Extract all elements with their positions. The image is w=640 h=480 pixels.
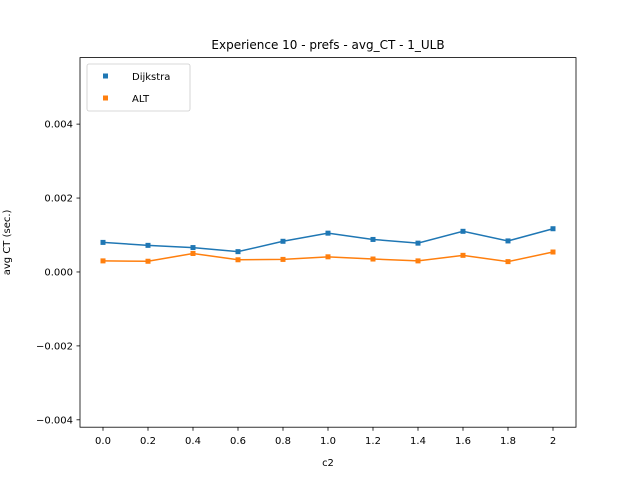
legend-label: ALT <box>132 94 150 105</box>
data-point <box>415 240 421 246</box>
data-point <box>505 259 511 265</box>
legend-marker <box>103 95 108 101</box>
data-point <box>460 228 466 234</box>
data-point <box>235 249 241 255</box>
data-point <box>505 238 511 244</box>
x-tick-label: 0.2 <box>140 436 156 447</box>
x-tick-label: 1.2 <box>365 436 381 447</box>
plot-area <box>100 226 556 265</box>
y-axis: −0.004 −0.002 0.000 0.002 0.004 <box>36 120 80 426</box>
data-point <box>370 236 376 242</box>
x-tick-label: 1.4 <box>410 436 426 447</box>
x-tick-label: 2 <box>550 436 556 447</box>
x-tick-label: 0.4 <box>185 436 201 447</box>
data-point <box>280 256 286 262</box>
data-point <box>415 258 421 264</box>
data-point <box>460 252 466 258</box>
x-axis: 0.0 0.2 0.4 0.6 0.8 1.0 1.2 1.4 1.6 1.8 2 <box>95 427 556 447</box>
x-tick-label: 1.6 <box>455 436 471 447</box>
x-tick-label: 0.6 <box>230 436 246 447</box>
series-dijkstra <box>100 226 556 255</box>
data-point <box>145 258 151 264</box>
y-tick-label: 0.004 <box>44 120 73 131</box>
x-tick-label: 1.0 <box>320 436 336 447</box>
chart-title: Experience 10 - prefs - avg_CT - 1_ULB <box>211 38 444 52</box>
data-point <box>100 258 106 264</box>
data-point <box>280 238 286 244</box>
data-point <box>550 226 556 232</box>
legend: Dijkstra ALT <box>86 63 191 112</box>
x-axis-title: c2 <box>322 458 334 469</box>
legend-box <box>86 63 191 112</box>
data-point <box>145 242 151 248</box>
data-point <box>190 250 196 256</box>
y-tick-label: −0.002 <box>36 341 73 352</box>
x-tick-label: 1.8 <box>500 436 516 447</box>
data-point <box>550 249 556 255</box>
data-point <box>370 256 376 262</box>
legend-label: Dijkstra <box>132 72 170 83</box>
x-tick-label: 0.0 <box>95 436 111 447</box>
y-tick-label: 0.002 <box>44 194 73 205</box>
series-alt <box>100 249 556 265</box>
y-axis-title: avg CT (sec.) <box>2 209 13 275</box>
y-tick-label: 0.000 <box>44 267 73 278</box>
data-point <box>235 257 241 263</box>
legend-marker <box>103 73 108 79</box>
data-point <box>325 230 331 236</box>
data-point <box>325 254 331 260</box>
data-point <box>100 239 106 245</box>
y-tick-label: −0.004 <box>36 415 73 426</box>
data-point <box>190 245 196 251</box>
x-tick-label: 0.8 <box>275 436 291 447</box>
